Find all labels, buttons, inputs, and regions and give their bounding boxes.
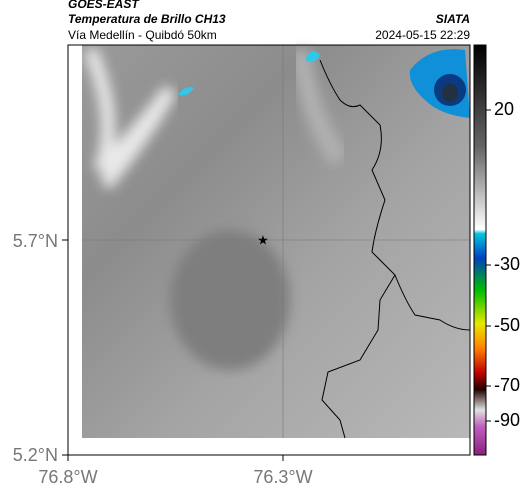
svg-text:★: ★	[257, 232, 269, 247]
colorbar	[473, 44, 487, 456]
colorbar-label: -70	[494, 375, 520, 395]
datetime: 2024-05-15 22:29	[375, 28, 470, 42]
map-frame	[67, 44, 471, 456]
colorbar-label: -50	[494, 315, 520, 335]
lat-label: 5.2°N	[13, 445, 58, 465]
colorbar-label: -90	[494, 410, 520, 430]
lat-label: 5.7°N	[13, 231, 58, 251]
source: SIATA	[436, 12, 470, 26]
subtitle: Temperatura de Brillo CH13	[68, 12, 226, 26]
colorbar-label: -30	[494, 254, 520, 274]
map: ★	[82, 45, 471, 439]
location: Vía Medellín - Quibdó 50km	[68, 28, 217, 42]
lon-label: 76.8°W	[38, 467, 97, 487]
colorbar-label: 20	[494, 99, 514, 119]
title: GOES-EAST	[68, 0, 140, 11]
lon-label: 76.3°W	[253, 467, 312, 487]
